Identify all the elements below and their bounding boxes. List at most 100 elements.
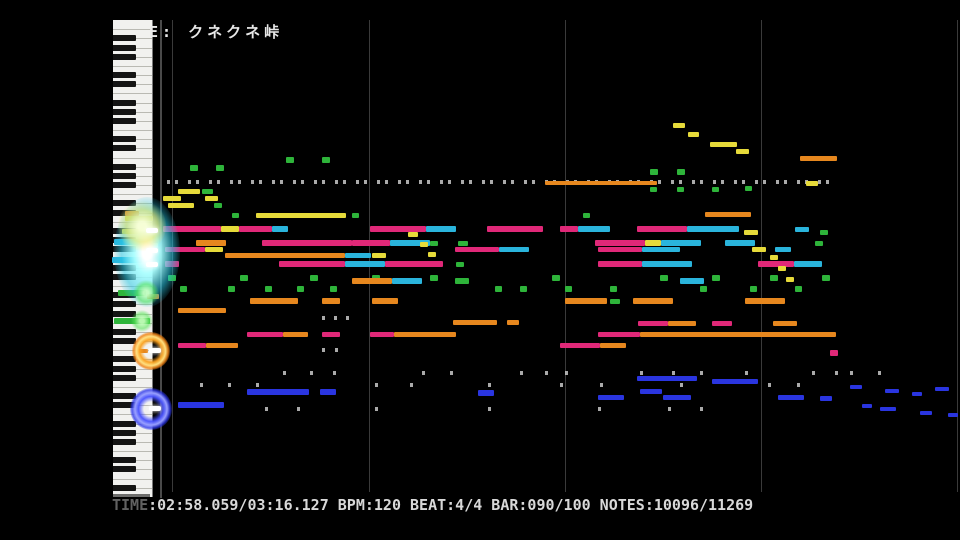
white-key-divider: [113, 158, 152, 159]
note: [114, 318, 150, 324]
black-key: [113, 393, 136, 399]
drum-tick: [335, 348, 338, 352]
note: [487, 226, 543, 232]
drum-tick: [293, 180, 296, 184]
note: [752, 247, 766, 252]
drum-tick: [346, 316, 349, 320]
note: [216, 165, 224, 171]
drum-tick: [818, 180, 821, 184]
drum-tick: [461, 180, 464, 184]
drum-tick: [364, 180, 367, 184]
note: [778, 266, 786, 271]
note: [272, 226, 288, 232]
drum-tick: [755, 180, 758, 184]
note: [352, 213, 359, 218]
black-key: [113, 421, 136, 427]
note: [745, 186, 752, 191]
drum-tick: [503, 180, 506, 184]
note: [420, 242, 428, 247]
barline: [172, 20, 173, 492]
note: [775, 247, 791, 252]
drum-tick: [797, 180, 800, 184]
note: [165, 247, 205, 252]
note: [196, 240, 226, 246]
note: [499, 247, 529, 252]
note: [800, 156, 837, 161]
drum-tick: [230, 180, 233, 184]
drum-tick: [524, 180, 527, 184]
note: [168, 203, 194, 208]
status-left-shade: [108, 494, 150, 516]
note: [352, 240, 390, 246]
black-key: [113, 439, 136, 445]
note: [712, 275, 720, 281]
drum-tick: [560, 383, 563, 387]
drum-tick: [440, 180, 443, 184]
black-key: [113, 81, 136, 87]
black-key: [113, 145, 136, 151]
note: [250, 298, 298, 304]
note: [677, 169, 685, 175]
note: [385, 261, 443, 267]
note: [661, 240, 701, 246]
drum-tick: [259, 180, 262, 184]
note: [178, 402, 224, 408]
drum-tick: [721, 180, 724, 184]
note: [578, 226, 610, 232]
note: [560, 226, 578, 232]
note: [786, 277, 794, 282]
note: [912, 392, 922, 396]
note: [163, 196, 181, 201]
note: [206, 343, 238, 348]
note: [168, 275, 176, 281]
black-key: [113, 72, 136, 78]
drum-tick: [598, 407, 601, 411]
drum-tick: [658, 180, 661, 184]
barline: [565, 20, 566, 492]
note: [920, 411, 932, 415]
black-key: [113, 430, 136, 436]
black-key: [113, 200, 136, 206]
note: [638, 321, 668, 326]
drum-tick: [520, 371, 523, 375]
note: [286, 157, 294, 163]
note: [310, 275, 318, 281]
note: [598, 261, 642, 267]
drum-tick: [511, 180, 514, 184]
note: [372, 253, 386, 258]
note: [552, 275, 560, 281]
note: [247, 389, 309, 395]
pressed-key-mark: [146, 262, 158, 267]
note: [205, 247, 223, 252]
pressed-key-mark: [146, 248, 158, 253]
black-key: [113, 466, 136, 472]
drum-tick: [826, 180, 829, 184]
note: [758, 261, 794, 267]
note: [668, 321, 696, 326]
drum-tick: [385, 180, 388, 184]
drum-tick: [310, 371, 313, 375]
note: [455, 247, 499, 252]
drum-tick: [375, 383, 378, 387]
white-key-divider: [113, 479, 152, 480]
note: [247, 332, 283, 337]
drum-tick: [377, 180, 380, 184]
note: [595, 240, 645, 246]
drum-tick: [878, 371, 881, 375]
note: [745, 298, 785, 304]
drum-tick: [448, 180, 451, 184]
note: [163, 226, 221, 232]
note: [700, 286, 707, 292]
note: [750, 286, 757, 292]
note: [673, 123, 685, 128]
black-key: [113, 356, 136, 362]
note: [262, 240, 352, 246]
barline: [761, 20, 762, 492]
note: [820, 230, 828, 235]
black-key: [113, 100, 136, 106]
drum-tick: [343, 180, 346, 184]
drum-tick: [668, 407, 671, 411]
drum-tick: [450, 371, 453, 375]
note: [279, 261, 345, 267]
drum-tick: [314, 180, 317, 184]
